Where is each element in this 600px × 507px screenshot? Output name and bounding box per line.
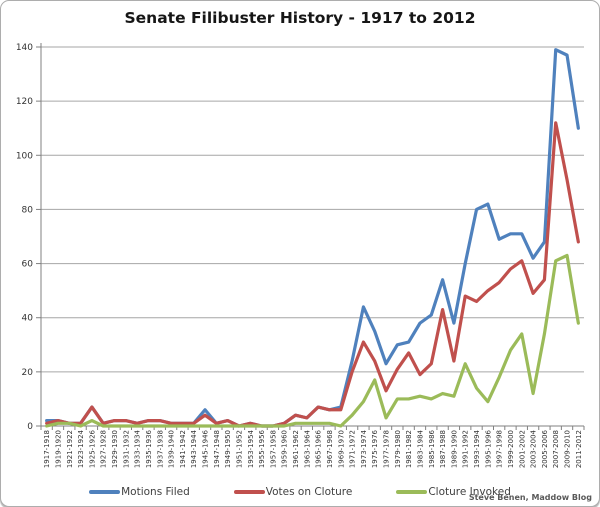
svg-text:1991-1992: 1991-1992 xyxy=(462,430,470,468)
x-axis-labels: 1917-1918 1919-1920 1921-1922 1923-1924 1925… xyxy=(43,429,583,468)
svg-text:1941-1942: 1941-1942 xyxy=(179,430,187,468)
legend-swatch-votes-on-cloture xyxy=(233,490,265,494)
series-line-motions-filed xyxy=(45,48,580,428)
svg-text:1959-1960: 1959-1960 xyxy=(281,430,289,468)
legend-item-votes-on-cloture: Votes on Cloture xyxy=(233,486,353,498)
svg-text:2005-2006: 2005-2006 xyxy=(541,429,549,468)
series-line-votes-on-cloture xyxy=(45,121,580,428)
svg-text:1943-1944: 1943-1944 xyxy=(190,429,198,468)
svg-text:1919-1920: 1919-1920 xyxy=(54,430,62,468)
svg-text:80: 80 xyxy=(22,205,34,215)
svg-text:140: 140 xyxy=(16,43,33,53)
svg-text:1987-1988: 1987-1988 xyxy=(439,430,447,468)
chart-title: Senate Filibuster History - 1917 to 2012 xyxy=(124,9,476,27)
legend-item-motions-filed: Motions Filed xyxy=(89,486,190,498)
source-credit: Steve Benen, Maddow Blog xyxy=(468,493,592,502)
svg-text:1981-1982: 1981-1982 xyxy=(405,430,413,468)
legend-swatch-motions-filed xyxy=(89,490,121,494)
legend-item-cloture-invoked: Cloture Invoked xyxy=(396,486,511,498)
svg-text:1957-1958: 1957-1958 xyxy=(269,430,277,468)
svg-text:0: 0 xyxy=(27,422,33,432)
legend-label-motions-filed: Motions Filed xyxy=(121,486,190,498)
svg-text:2001-2002: 2001-2002 xyxy=(518,430,526,468)
svg-text:1939-1940: 1939-1940 xyxy=(168,430,176,468)
svg-text:20: 20 xyxy=(22,368,34,378)
svg-text:60: 60 xyxy=(22,260,34,270)
svg-text:1937-1938: 1937-1938 xyxy=(156,430,164,468)
svg-text:2009-2010: 2009-2010 xyxy=(564,430,572,468)
svg-text:1975-1976: 1975-1976 xyxy=(371,429,379,468)
svg-text:1977-1978: 1977-1978 xyxy=(383,430,391,468)
svg-text:1917-1918: 1917-1918 xyxy=(43,430,51,468)
svg-text:1933-1934: 1933-1934 xyxy=(134,429,142,468)
svg-text:1965-1966: 1965-1966 xyxy=(315,429,323,468)
svg-text:1969-1970: 1969-1970 xyxy=(337,430,345,468)
legend-swatch-cloture-invoked xyxy=(396,490,428,494)
svg-text:1961-1962: 1961-1962 xyxy=(292,430,300,468)
svg-text:2011-2012: 2011-2012 xyxy=(575,430,583,468)
svg-text:1931-1932: 1931-1932 xyxy=(122,430,130,468)
svg-text:1921-1922: 1921-1922 xyxy=(66,430,74,468)
svg-text:1983-1984: 1983-1984 xyxy=(416,429,424,468)
svg-text:1999-2000: 1999-2000 xyxy=(507,430,515,468)
svg-text:1967-1968: 1967-1968 xyxy=(326,430,334,468)
legend: Motions Filed Votes on Cloture Cloture I… xyxy=(1,486,599,498)
svg-text:1993-1994: 1993-1994 xyxy=(473,429,481,468)
svg-text:2003-2004: 2003-2004 xyxy=(530,429,538,468)
svg-text:1979-1980: 1979-1980 xyxy=(394,430,402,468)
svg-text:1923-1924: 1923-1924 xyxy=(77,429,85,468)
svg-text:1945-1946: 1945-1946 xyxy=(202,429,210,468)
svg-text:1953-1954: 1953-1954 xyxy=(247,429,255,468)
legend-label-votes-on-cloture: Votes on Cloture xyxy=(265,486,353,498)
svg-text:1973-1974: 1973-1974 xyxy=(360,429,368,468)
svg-text:1951-1952: 1951-1952 xyxy=(235,430,243,468)
svg-text:1997-1998: 1997-1998 xyxy=(496,430,504,468)
svg-text:1989-1990: 1989-1990 xyxy=(450,430,458,468)
svg-text:1971-1972: 1971-1972 xyxy=(349,430,357,468)
legend-label-cloture-invoked: Cloture Invoked xyxy=(428,486,511,498)
svg-text:2007-2008: 2007-2008 xyxy=(552,430,560,468)
svg-text:1927-1928: 1927-1928 xyxy=(100,430,108,468)
svg-text:1949-1950: 1949-1950 xyxy=(224,430,232,468)
series-line-cloture-invoked xyxy=(45,253,580,428)
svg-text:1955-1956: 1955-1956 xyxy=(258,429,266,468)
svg-text:1985-1986: 1985-1986 xyxy=(428,429,436,468)
svg-text:40: 40 xyxy=(22,314,34,324)
svg-text:1935-1936: 1935-1936 xyxy=(145,429,153,468)
svg-text:1995-1996: 1995-1996 xyxy=(484,429,492,468)
svg-text:1925-1926: 1925-1926 xyxy=(88,429,96,468)
svg-text:1947-1948: 1947-1948 xyxy=(213,430,221,468)
svg-text:120: 120 xyxy=(16,97,33,107)
svg-text:1929-1930: 1929-1930 xyxy=(111,430,119,468)
svg-text:100: 100 xyxy=(16,151,33,161)
y-axis-labels: 0 20 40 60 80 100 120 140 xyxy=(16,43,33,432)
svg-text:1963-1964: 1963-1964 xyxy=(303,429,311,468)
